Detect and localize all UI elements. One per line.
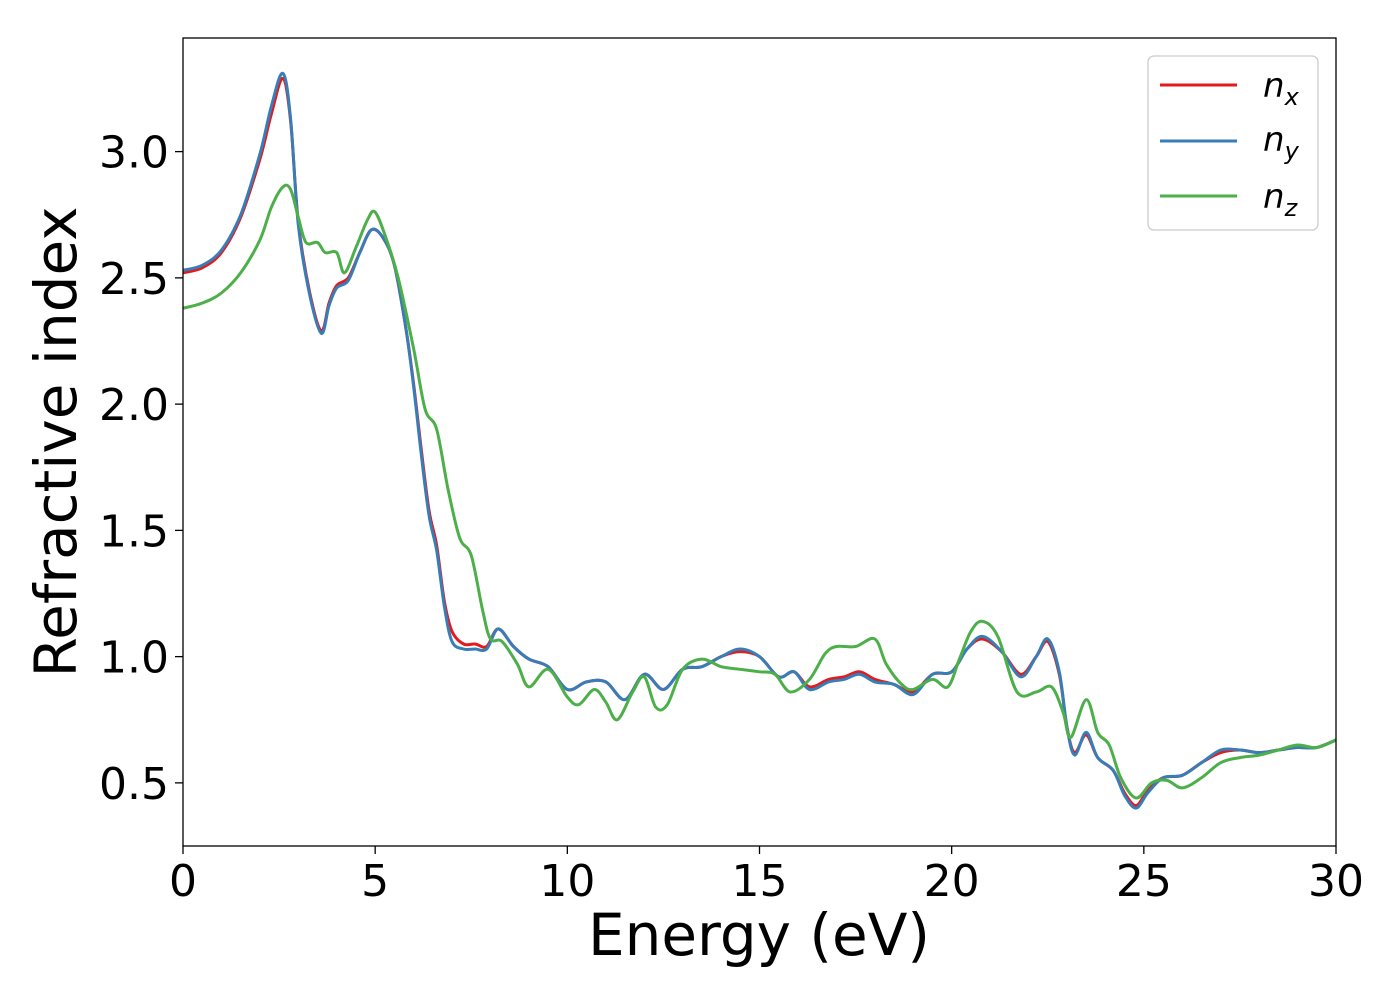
x-tick-label: 0 (169, 856, 197, 907)
x-axis-title: Energy (eV) (588, 901, 930, 969)
legend: nx ny nz (1147, 55, 1319, 231)
x-tick-label: 10 (539, 856, 595, 907)
x-tick-label: 30 (1308, 856, 1364, 907)
legend-box (1147, 55, 1319, 231)
x-axis: 0 5 10 15 20 25 30 (169, 846, 1364, 907)
x-tick-label: 25 (1116, 856, 1172, 907)
legend-label-nz: nz (1263, 177, 1299, 222)
series-line-nz (183, 183, 1336, 800)
y-tick-label: 1.0 (99, 633, 169, 684)
legend-entry-nx: nx (1160, 66, 1300, 111)
y-tick-label: 2.0 (99, 380, 169, 431)
y-tick-label: 3.0 (99, 128, 169, 179)
x-tick-label: 20 (924, 856, 980, 907)
legend-label-ny: ny (1263, 120, 1300, 165)
x-tick-label: 5 (361, 856, 389, 907)
y-axis-title: Refractive index (22, 206, 90, 677)
y-tick-label: 2.5 (99, 254, 169, 305)
x-tick-label: 15 (732, 856, 788, 907)
legend-entry-ny: ny (1160, 120, 1300, 165)
y-tick-label: 1.5 (99, 506, 169, 557)
legend-label-nx: nx (1263, 66, 1300, 111)
y-tick-label: 0.5 (99, 759, 169, 810)
y-axis: 0.5 1.0 1.5 2.0 2.5 3.0 (99, 128, 183, 810)
legend-entry-nz: nz (1160, 177, 1299, 222)
series-layer (183, 71, 1336, 810)
series-line-ny (183, 71, 1336, 810)
